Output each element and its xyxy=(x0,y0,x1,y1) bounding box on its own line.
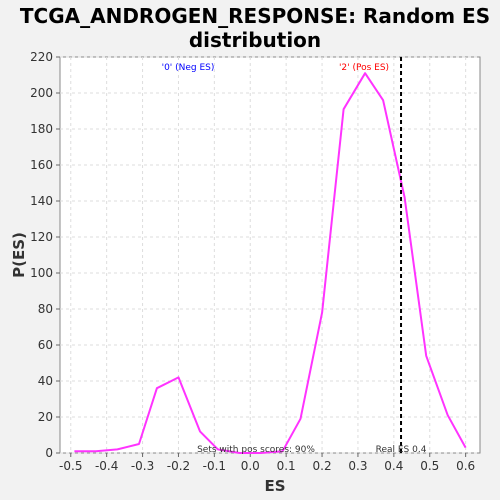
x-tick-label: 0.4 xyxy=(384,459,403,473)
y-axis-label: P(ES) xyxy=(10,232,28,278)
annotations-group: Real ES 0.4 '0' (Neg ES) '2' (Pos ES) Sets … xyxy=(162,57,427,455)
x-tick-label: 0.0 xyxy=(241,459,260,473)
y-tick-label: 20 xyxy=(38,410,53,424)
y-tick-label: 100 xyxy=(30,266,53,280)
x-tick-label: 0.3 xyxy=(348,459,367,473)
y-tick-label: 0 xyxy=(45,446,53,460)
y-tick-label: 80 xyxy=(38,302,53,316)
series-group xyxy=(74,72,467,454)
x-tick-label: -0.2 xyxy=(167,459,190,473)
x-tick-label: -0.4 xyxy=(95,459,118,473)
x-tick-label: 0.1 xyxy=(277,459,296,473)
pos-es-annotation: '2' (Pos ES) xyxy=(339,63,389,73)
pos-scores-footer: Sets with pos scores: 90% xyxy=(197,445,315,455)
x-tick-label: -0.5 xyxy=(59,459,82,473)
axis-ticks: 0 20 40 60 80 100 120 140 160 180 200 220 -0.5 -0.4 -0… xyxy=(30,50,475,473)
x-tick-label: 0.6 xyxy=(456,459,475,473)
plot-area xyxy=(59,56,481,454)
y-tick-label: 140 xyxy=(30,194,53,208)
y-tick-label: 220 xyxy=(30,50,53,64)
x-tick-label: -0.3 xyxy=(131,459,154,473)
y-tick-label: 200 xyxy=(30,86,53,100)
x-tick-label: 0.5 xyxy=(420,459,439,473)
x-axis-label: ES xyxy=(264,477,285,495)
chart-title-line2: distribution xyxy=(189,28,321,52)
series-line xyxy=(74,72,467,454)
real-es-label: Real ES 0.4 xyxy=(376,445,427,455)
y-tick-label: 160 xyxy=(30,158,53,172)
y-tick-label: 60 xyxy=(38,338,53,352)
chart-title-line1: TCGA_ANDROGEN_RESPONSE: Random ES xyxy=(20,4,490,28)
neg-es-annotation: '0' (Neg ES) xyxy=(162,63,215,73)
x-tick-label: -0.1 xyxy=(203,459,226,473)
y-tick-label: 40 xyxy=(38,374,53,388)
x-tick-label: 0.2 xyxy=(313,459,332,473)
y-tick-label: 120 xyxy=(30,230,53,244)
grid-lines xyxy=(60,56,480,454)
y-tick-label: 180 xyxy=(30,122,53,136)
